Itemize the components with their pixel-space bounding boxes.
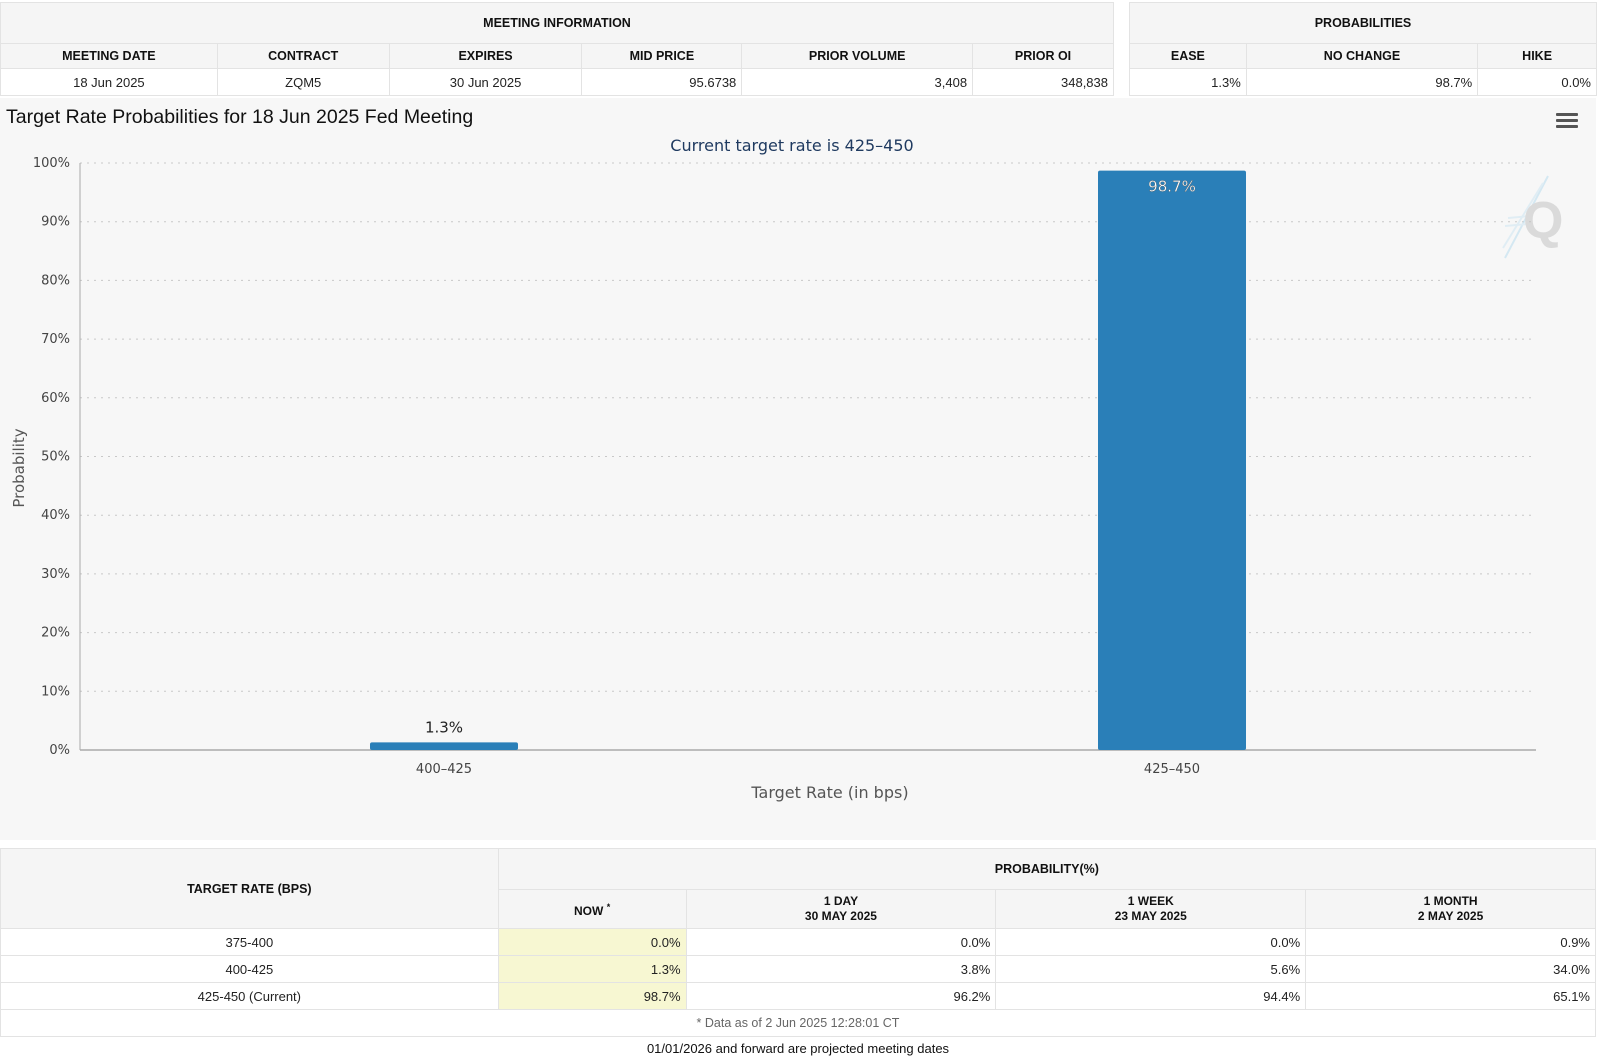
expires-value: 30 Jun 2025 (388, 68, 583, 96)
one-week-header: 1 WEEK 23 MAY 2025 (995, 889, 1307, 929)
meeting-information-header: MEETING INFORMATION (0, 2, 1114, 44)
hike-header: HIKE (1477, 43, 1597, 69)
target-rate-header: TARGET RATE (BPS) (0, 848, 499, 929)
bar-data-label: 1.3% (425, 718, 463, 736)
bar-data-label: 98.7% (1148, 178, 1196, 196)
rate-cell: 375-400 (0, 928, 499, 956)
no-change-value: 98.7% (1245, 68, 1479, 96)
prior-volume-value: 3,408 (741, 68, 974, 96)
axes: 0% 10% 20% 30% 40% 50% 60% 70% 80% 90% 100% 400–425… (33, 156, 1536, 777)
now-cell: 0.0% (497, 928, 687, 956)
projected-dates-note: 01/01/2026 and forward are projected mee… (646, 1041, 950, 1056)
meeting-date-value: 18 Jun 2025 (0, 68, 218, 96)
one-month-cell: 65.1% (1305, 982, 1596, 1010)
chart-subtitle: Current target rate is 425–450 (670, 136, 913, 155)
probability-history-table: TARGET RATE (BPS) PROBABILITY(%) NOW * 1… (0, 848, 1597, 1037)
x-tick-label: 425–450 (1144, 762, 1200, 777)
one-month-header: 1 MONTH 2 MAY 2025 (1305, 889, 1596, 929)
bar[interactable] (370, 742, 518, 750)
data-timestamp-note: * Data as of 2 Jun 2025 12:28:01 CT (0, 1009, 1596, 1037)
x-axis-title: Target Rate (in bps) (750, 783, 908, 802)
y-tick-label: 70% (41, 332, 70, 347)
one-week-cell: 5.6% (995, 955, 1307, 983)
mid-price-value: 95.6738 (581, 68, 743, 96)
y-tick-label: 40% (41, 508, 70, 523)
one-day-cell: 3.8% (685, 955, 997, 983)
ease-value: 1.3% (1129, 68, 1247, 96)
y-tick-label: 50% (41, 450, 70, 465)
x-tick-label: 400–425 (416, 762, 472, 777)
y-tick-label: 60% (41, 391, 70, 406)
contract-value: ZQM5 (216, 68, 390, 96)
one-month-cell: 34.0% (1305, 955, 1596, 983)
y-tick-label: 20% (41, 626, 70, 641)
chart-title: Target Rate Probabilities for 18 Jun 202… (6, 106, 474, 128)
ease-header: EASE (1129, 43, 1247, 69)
one-week-cell: 0.0% (995, 928, 1307, 956)
meeting-date-header: MEETING DATE (0, 43, 218, 69)
chart-panel: 0% 10% 20% 30% 40% 50% 60% 70% 80% 90% 100% 400–425… (0, 98, 1596, 840)
y-tick-label: 80% (41, 273, 70, 288)
y-tick-label: 100% (33, 156, 70, 171)
expires-header: EXPIRES (388, 43, 583, 69)
prior-volume-header: PRIOR VOLUME (741, 43, 974, 69)
prior-oi-value: 348,838 (972, 68, 1114, 96)
rate-cell: 425-450 (Current) (0, 982, 499, 1010)
hike-value: 0.0% (1477, 68, 1597, 96)
one-month-cell: 0.9% (1305, 928, 1596, 956)
now-cell: 1.3% (497, 955, 687, 983)
meeting-information-table: MEETING INFORMATION MEETING DATE CONTRAC… (0, 2, 1114, 96)
y-tick-label: 10% (41, 684, 70, 699)
prior-oi-header: PRIOR OI (972, 43, 1114, 69)
bar[interactable] (1098, 170, 1246, 751)
one-week-cell: 94.4% (995, 982, 1307, 1010)
y-tick-label: 30% (41, 567, 70, 582)
y-tick-label: 90% (41, 215, 70, 230)
bars: 1.3% 98.7% (370, 170, 1246, 751)
contract-header: CONTRACT (216, 43, 390, 69)
y-axis-title: Probability (10, 428, 28, 507)
table-row: 375-400 0.0% 0.0% 0.0% 0.9% (0, 928, 1596, 956)
rate-cell: 400-425 (0, 955, 499, 983)
mid-price-header: MID PRICE (581, 43, 743, 69)
now-header: NOW * (497, 889, 687, 929)
one-day-cell: 96.2% (685, 982, 997, 1010)
hamburger-menu-icon[interactable] (1556, 110, 1578, 132)
svg-text:Q: Q (1523, 192, 1563, 250)
one-day-cell: 0.0% (685, 928, 997, 956)
table-row: 425-450 (Current) 98.7% 96.2% 94.4% 65.1… (0, 982, 1596, 1010)
probability-header: PROBABILITY(%) (497, 848, 1597, 890)
probabilities-table: PROBABILITIES EASE NO CHANGE HIKE 1.3% 9… (1129, 2, 1597, 96)
quikstrike-q-logo-icon: Q (1502, 175, 1563, 259)
gridlines (80, 162, 1536, 692)
y-tick-label: 0% (49, 743, 70, 758)
target-rate-probability-chart: 0% 10% 20% 30% 40% 50% 60% 70% 80% 90% 100% 400–425… (10, 136, 1563, 802)
no-change-header: NO CHANGE (1245, 43, 1479, 69)
probabilities-header: PROBABILITIES (1129, 2, 1597, 44)
one-day-header: 1 DAY 30 MAY 2025 (685, 889, 997, 929)
now-cell: 98.7% (497, 982, 687, 1010)
table-row: 400-425 1.3% 3.8% 5.6% 34.0% (0, 955, 1596, 983)
